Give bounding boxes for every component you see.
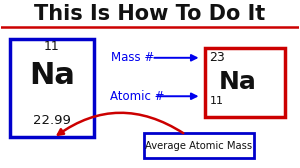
FancyBboxPatch shape [205, 48, 285, 117]
FancyBboxPatch shape [10, 39, 94, 137]
Text: Atomic #: Atomic # [110, 90, 164, 103]
FancyBboxPatch shape [144, 133, 254, 158]
Text: 11: 11 [209, 96, 224, 106]
Text: This Is How To Do It: This Is How To Do It [34, 4, 266, 24]
Text: Na: Na [219, 70, 256, 94]
Text: Average Atomic Mass: Average Atomic Mass [146, 141, 253, 151]
Text: Mass #: Mass # [111, 51, 154, 64]
Text: Na: Na [29, 61, 75, 90]
Text: 11: 11 [44, 40, 60, 53]
Text: 22.99: 22.99 [33, 114, 71, 127]
Text: 23: 23 [209, 51, 225, 64]
